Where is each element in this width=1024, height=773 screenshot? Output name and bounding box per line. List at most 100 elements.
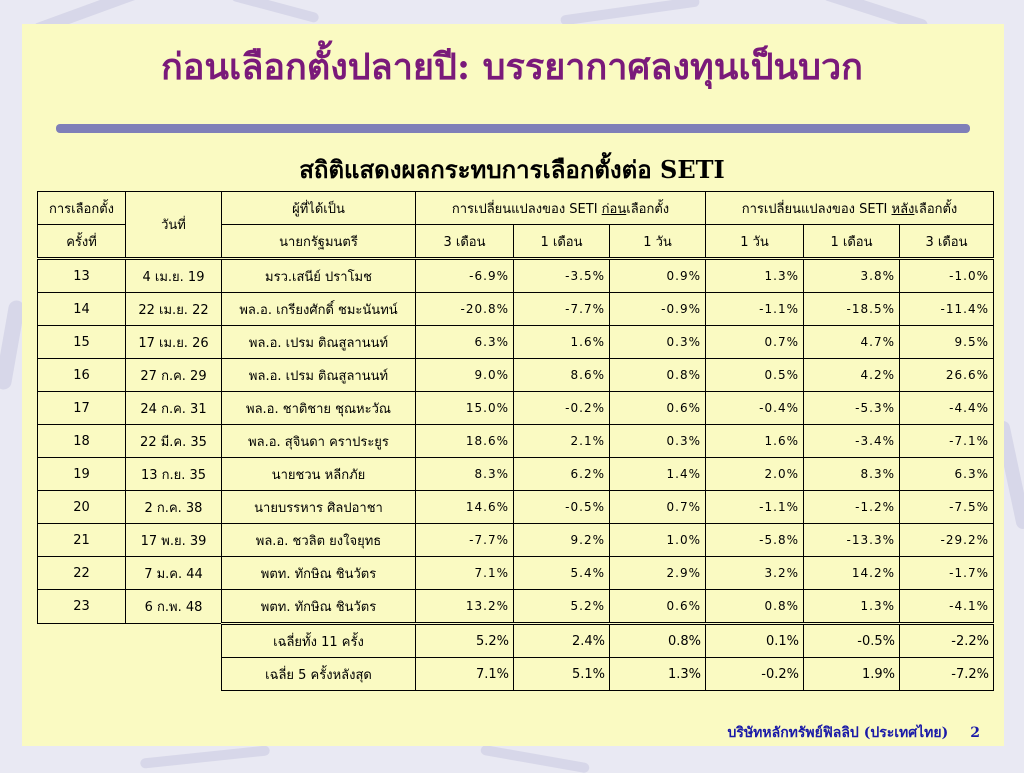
background-stroke bbox=[559, 0, 701, 26]
table-row: 20 2 ก.ค. 38 นายบรรหาร ศิลปอาชา 14.6% -0.5% 0… bbox=[37, 490, 994, 524]
seti-change-cell: 0.8% bbox=[609, 358, 706, 392]
header-before-suffix: เลือกตั้ง bbox=[626, 201, 670, 217]
election-date-cell: 17 พ.ย. 39 bbox=[125, 523, 222, 557]
footer-company: บริษัทหลักทรัพย์ฟิลลิป (ประเทศไทย) bbox=[727, 725, 949, 741]
seti-change-cell: -20.8% bbox=[415, 292, 514, 326]
table-row: 13 4 เม.ย. 19 มรว.เสนีย์ ปราโมช -6.9% -3.5% 0… bbox=[37, 257, 994, 293]
seti-change-cell: 4.7% bbox=[803, 325, 900, 359]
summary-value-cell: -7.2% bbox=[899, 657, 994, 691]
header-date: วันที่ bbox=[125, 191, 222, 259]
header-period: 1 เดือน bbox=[803, 224, 900, 259]
seti-change-cell: 0.7% bbox=[705, 325, 804, 359]
prime-minister-cell: นายบรรหาร ศิลปอาชา bbox=[221, 490, 416, 524]
seti-change-cell: 6.3% bbox=[899, 457, 994, 491]
header-period: 1 เดือน bbox=[513, 224, 610, 259]
footer: บริษัทหลักทรัพย์ฟิลลิป (ประเทศไทย) 2 bbox=[728, 722, 980, 744]
summary-row: เฉลี่ย 5 ครั้งหลังสุด 7.1% 5.1% 1.3% -0.2% 1.… bbox=[38, 657, 994, 691]
seti-change-cell: -1.7% bbox=[899, 556, 994, 590]
table-row: 23 6 ก.พ. 48 พตท. ทักษิณ ชินวัตร 13.2% 5.2% 0… bbox=[37, 589, 994, 624]
seti-change-cell: 18.6% bbox=[415, 424, 514, 458]
seti-change-cell: 6.3% bbox=[415, 325, 514, 359]
seti-change-cell: 8.6% bbox=[513, 358, 610, 392]
seti-change-cell: -0.5% bbox=[513, 490, 610, 524]
election-number-cell: 21 bbox=[37, 523, 126, 557]
seti-change-cell: 0.7% bbox=[609, 490, 706, 524]
seti-change-cell: 3.2% bbox=[705, 556, 804, 590]
seti-change-cell: 14.6% bbox=[415, 490, 514, 524]
summary-label: เฉลี่ย 5 ครั้งหลังสุด bbox=[221, 657, 416, 691]
summary-value-cell: 5.1% bbox=[513, 657, 610, 691]
election-number-cell: 20 bbox=[37, 490, 126, 524]
summary-value-cell: -0.5% bbox=[803, 622, 900, 658]
seti-change-cell: 5.4% bbox=[513, 556, 610, 590]
header-before-prefix: การเปลี่ยนแปลงของ SETI bbox=[451, 201, 602, 217]
header-period: 1 วัน bbox=[609, 224, 706, 259]
prime-minister-cell: พตท. ทักษิณ ชินวัตร bbox=[221, 556, 416, 590]
seti-change-cell: 0.6% bbox=[609, 391, 706, 425]
header-before-election: การเปลี่ยนแปลงของ SETI ก่อนเลือกตั้ง bbox=[415, 191, 706, 225]
table-header-row: การเลือกตั้ง วันที่ ผู้ที่ได้เป็น การเปล… bbox=[37, 191, 994, 259]
seti-change-cell: 0.8% bbox=[705, 589, 804, 624]
header-after-suffix: เลือกตั้ง bbox=[914, 201, 958, 217]
seti-change-cell: -4.1% bbox=[899, 589, 994, 624]
seti-change-cell: -7.7% bbox=[415, 523, 514, 557]
summary-spacer bbox=[38, 658, 222, 691]
seti-change-cell: -0.2% bbox=[513, 391, 610, 425]
seti-change-cell: 0.3% bbox=[609, 325, 706, 359]
table-row: 15 17 เม.ย. 26 พล.อ. เปรม ติณสูลานนท์ 6.3% 1… bbox=[37, 325, 994, 359]
seti-change-cell: 8.3% bbox=[415, 457, 514, 491]
seti-change-cell: 1.4% bbox=[609, 457, 706, 491]
election-date-cell: 13 ก.ย. 35 bbox=[125, 457, 222, 491]
seti-change-cell: 9.5% bbox=[899, 325, 994, 359]
seti-change-cell: 5.2% bbox=[513, 589, 610, 624]
header-period: 1 วัน bbox=[705, 224, 804, 259]
seti-change-cell: 4.2% bbox=[803, 358, 900, 392]
summary-value-cell: 1.3% bbox=[609, 657, 706, 691]
seti-change-cell: 13.2% bbox=[415, 589, 514, 624]
prime-minister-cell: พล.อ. ชวลิต ยงใจยุทธ bbox=[221, 523, 416, 557]
election-date-cell: 24 ก.ค. 31 bbox=[125, 391, 222, 425]
seti-change-cell: 2.1% bbox=[513, 424, 610, 458]
summary-value-cell: 1.9% bbox=[803, 657, 900, 691]
election-number-cell: 16 bbox=[37, 358, 126, 392]
seti-change-cell: 1.6% bbox=[705, 424, 804, 458]
seti-change-cell: 15.0% bbox=[415, 391, 514, 425]
election-number-cell: 19 bbox=[37, 457, 126, 491]
prime-minister-cell: พล.อ. เกรียงศักดิ์ ชมะนันทน์ bbox=[221, 292, 416, 326]
seti-change-cell: -0.4% bbox=[705, 391, 804, 425]
seti-change-cell: 1.6% bbox=[513, 325, 610, 359]
summary-value-cell: 0.8% bbox=[609, 622, 706, 658]
table-row: 16 27 ก.ค. 29 พล.อ. เปรม ติณสูลานนท์ 9.0% 8.… bbox=[37, 358, 994, 392]
election-number-cell: 17 bbox=[37, 391, 126, 425]
summary-value-cell: -0.2% bbox=[705, 657, 804, 691]
prime-minister-cell: มรว.เสนีย์ ปราโมช bbox=[221, 257, 416, 293]
election-date-cell: 22 เม.ย. 22 bbox=[125, 292, 222, 326]
election-date-cell: 17 เม.ย. 26 bbox=[125, 325, 222, 359]
prime-minister-cell: พล.อ. เปรม ติณสูลานนท์ bbox=[221, 358, 416, 392]
summary-value-cell: 7.1% bbox=[415, 657, 514, 691]
seti-change-cell: -5.3% bbox=[803, 391, 900, 425]
seti-change-cell: 0.5% bbox=[705, 358, 804, 392]
prime-minister-cell: นายชวน หลีกภัย bbox=[221, 457, 416, 491]
summary-value-cell: 5.2% bbox=[415, 622, 514, 658]
header-after-emph: หลัง bbox=[891, 201, 915, 217]
seti-change-cell: -1.0% bbox=[899, 257, 994, 293]
election-date-cell: 6 ก.พ. 48 bbox=[125, 589, 222, 624]
seti-change-cell: 14.2% bbox=[803, 556, 900, 590]
prime-minister-cell: พล.อ. ชาติชาย ชุณหะวัณ bbox=[221, 391, 416, 425]
seti-change-cell: 2.9% bbox=[609, 556, 706, 590]
table-row: 18 22 มี.ค. 35 พล.อ. สุจินดา คราประยูร 18.6… bbox=[37, 424, 994, 458]
seti-change-cell: 0.3% bbox=[609, 424, 706, 458]
table-row: 17 24 ก.ค. 31 พล.อ. ชาติชาย ชุณหะวัณ 15.0% -… bbox=[37, 391, 994, 425]
seti-change-cell: 1.0% bbox=[609, 523, 706, 557]
election-date-cell: 2 ก.ค. 38 bbox=[125, 490, 222, 524]
prime-minister-cell: พตท. ทักษิณ ชินวัตร bbox=[221, 589, 416, 624]
header-period: 3 เดือน bbox=[415, 224, 514, 259]
seti-change-cell: 1.3% bbox=[705, 257, 804, 293]
seti-election-table: การเลือกตั้ง วันที่ ผู้ที่ได้เป็น การเปล… bbox=[37, 191, 994, 691]
seti-change-cell: -29.2% bbox=[899, 523, 994, 557]
table-body: 13 4 เม.ย. 19 มรว.เสนีย์ ปราโมช -6.9% -3.5% 0… bbox=[37, 257, 994, 624]
seti-change-cell: -6.9% bbox=[415, 257, 514, 293]
summary-value-cell: 0.1% bbox=[705, 622, 804, 658]
seti-change-cell: 3.8% bbox=[803, 257, 900, 293]
